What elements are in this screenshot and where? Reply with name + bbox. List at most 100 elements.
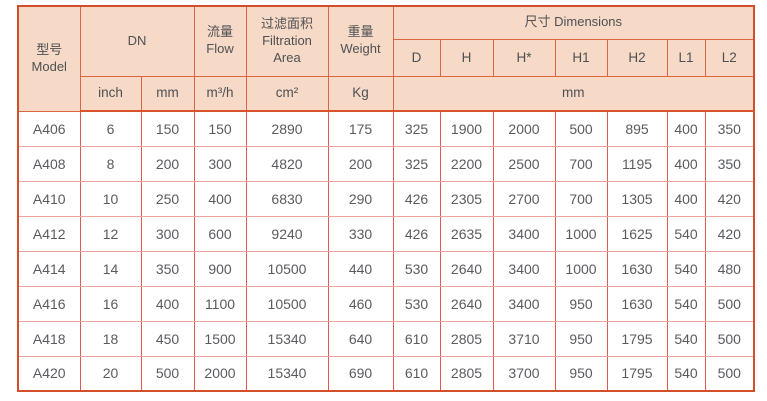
value-cell: 14: [79, 250, 142, 287]
value-cell: 2000: [492, 110, 556, 147]
value-cell: 700: [554, 145, 608, 182]
value-cell: 2805: [439, 355, 494, 392]
value-cell: 2700: [492, 180, 556, 217]
value-cell: 1630: [606, 285, 668, 322]
value-cell: 530: [392, 250, 441, 287]
table-header: 型号 Model DN 流量 Flow 过滤面积 Filtration Area…: [17, 5, 755, 112]
value-cell: 500: [704, 285, 755, 322]
value-cell: 640: [327, 320, 394, 357]
value-cell: 3400: [492, 215, 556, 252]
value-cell: 6830: [245, 180, 329, 217]
value-cell: 540: [666, 250, 706, 287]
model-cell: A406: [17, 110, 81, 147]
table-row: A414 14 350 900 10500 440 530 2640 3400 1000 1630 5…: [17, 250, 755, 287]
value-cell: 480: [704, 250, 755, 287]
value-cell: 300: [140, 215, 195, 252]
value-cell: 175: [327, 110, 394, 147]
value-cell: 420: [704, 180, 755, 217]
value-cell: 540: [666, 285, 706, 322]
value-cell: 540: [666, 355, 706, 392]
value-cell: 1795: [606, 355, 668, 392]
value-cell: 2000: [193, 355, 247, 392]
table-body: A406 6 150 150 2890 175 325 1900 2000 500 895 400 35…: [17, 110, 755, 392]
table-row: A410 10 250 400 6830 290 426 2305 2700 700 1305 400…: [17, 180, 755, 217]
value-cell: 350: [140, 250, 195, 287]
value-cell: 950: [554, 320, 608, 357]
value-cell: 400: [193, 180, 247, 217]
model-cell: A420: [17, 355, 81, 392]
value-cell: 400: [666, 145, 706, 182]
value-cell: 2305: [439, 180, 494, 217]
value-cell: 700: [554, 180, 608, 217]
value-cell: 950: [554, 355, 608, 392]
value-cell: 6: [79, 110, 142, 147]
unit-flow: m³/h: [193, 75, 247, 112]
col-header-weight: 重量 Weight: [327, 5, 394, 77]
table-row: A420 20 500 2000 15340 690 610 2805 3700 950 1795 5…: [17, 355, 755, 392]
value-cell: 2805: [439, 320, 494, 357]
value-cell: 540: [666, 215, 706, 252]
value-cell: 3400: [492, 285, 556, 322]
value-cell: 440: [327, 250, 394, 287]
value-cell: 690: [327, 355, 394, 392]
value-cell: 2890: [245, 110, 329, 147]
value-cell: 15340: [245, 355, 329, 392]
unit-mm: mm: [140, 75, 195, 112]
unit-area: cm²: [245, 75, 329, 112]
value-cell: 2500: [492, 145, 556, 182]
value-cell: 20: [79, 355, 142, 392]
value-cell: 400: [666, 110, 706, 147]
value-cell: 460: [327, 285, 394, 322]
value-cell: 200: [327, 145, 394, 182]
value-cell: 300: [193, 145, 247, 182]
value-cell: 12: [79, 215, 142, 252]
value-cell: 2640: [439, 250, 494, 287]
value-cell: 9240: [245, 215, 329, 252]
value-cell: 950: [554, 285, 608, 322]
value-cell: 325: [392, 145, 441, 182]
model-cell: A410: [17, 180, 81, 217]
col-header-l2: L2: [704, 38, 755, 77]
value-cell: 2635: [439, 215, 494, 252]
value-cell: 1195: [606, 145, 668, 182]
value-cell: 500: [704, 320, 755, 357]
model-cell: A418: [17, 320, 81, 357]
value-cell: 540: [666, 320, 706, 357]
value-cell: 350: [704, 145, 755, 182]
value-cell: 1000: [554, 215, 608, 252]
value-cell: 15340: [245, 320, 329, 357]
value-cell: 4820: [245, 145, 329, 182]
model-cell: A416: [17, 285, 81, 322]
value-cell: 1500: [193, 320, 247, 357]
value-cell: 16: [79, 285, 142, 322]
col-header-dn: DN: [79, 5, 195, 77]
table-row: A416 16 400 1100 10500 460 530 2640 3400 950 1630 5…: [17, 285, 755, 322]
value-cell: 200: [140, 145, 195, 182]
spec-table: 型号 Model DN 流量 Flow 过滤面积 Filtration Area…: [17, 5, 756, 392]
value-cell: 2640: [439, 285, 494, 322]
value-cell: 1630: [606, 250, 668, 287]
value-cell: 500: [704, 355, 755, 392]
col-header-flow: 流量 Flow: [193, 5, 247, 77]
header-row-dim-cols: D H H* H1 H2 L1 L2: [18, 38, 755, 77]
unit-dims: mm: [392, 75, 755, 112]
header-row-units: inch mm m³/h cm² Kg mm: [18, 75, 755, 112]
table-row: A406 6 150 150 2890 175 325 1900 2000 500 895 400 35…: [17, 110, 755, 147]
col-header-l1: L1: [666, 38, 706, 77]
value-cell: 500: [140, 355, 195, 392]
col-header-h2: H2: [606, 38, 668, 77]
value-cell: 530: [392, 285, 441, 322]
value-cell: 426: [392, 215, 441, 252]
col-header-d: D: [392, 38, 441, 77]
value-cell: 1795: [606, 320, 668, 357]
value-cell: 450: [140, 320, 195, 357]
col-header-h1: H1: [554, 38, 608, 77]
value-cell: 2200: [439, 145, 494, 182]
value-cell: 250: [140, 180, 195, 217]
col-header-h: H: [439, 38, 494, 77]
col-header-h-star: H*: [492, 38, 556, 77]
table-row: A418 18 450 1500 15340 640 610 2805 3710 950 1795 5…: [17, 320, 755, 357]
model-cell: A412: [17, 215, 81, 252]
value-cell: 150: [140, 110, 195, 147]
